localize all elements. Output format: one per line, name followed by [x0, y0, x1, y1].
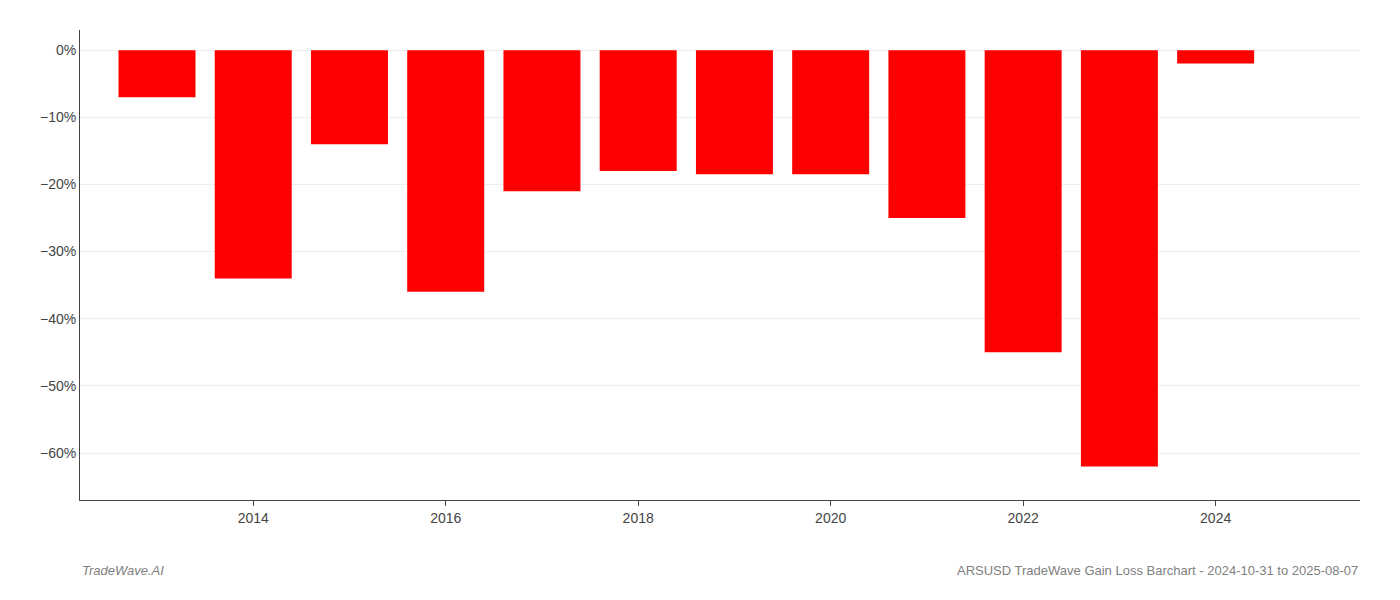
svg-text:−10%: −10% [40, 109, 76, 125]
svg-text:TradeWave.AI: TradeWave.AI [82, 563, 164, 578]
svg-text:−40%: −40% [40, 311, 76, 327]
svg-text:2018: 2018 [623, 510, 654, 526]
svg-text:2014: 2014 [238, 510, 269, 526]
svg-text:−60%: −60% [40, 445, 76, 461]
svg-text:0%: 0% [56, 42, 76, 58]
svg-text:ARSUSD TradeWave Gain Loss Bar: ARSUSD TradeWave Gain Loss Barchart - 20… [957, 563, 1358, 578]
svg-text:2020: 2020 [815, 510, 846, 526]
svg-text:−30%: −30% [40, 243, 76, 259]
svg-text:2016: 2016 [430, 510, 461, 526]
svg-text:−50%: −50% [40, 378, 76, 394]
svg-text:2024: 2024 [1200, 510, 1231, 526]
svg-text:−20%: −20% [40, 176, 76, 192]
svg-text:2022: 2022 [1008, 510, 1039, 526]
